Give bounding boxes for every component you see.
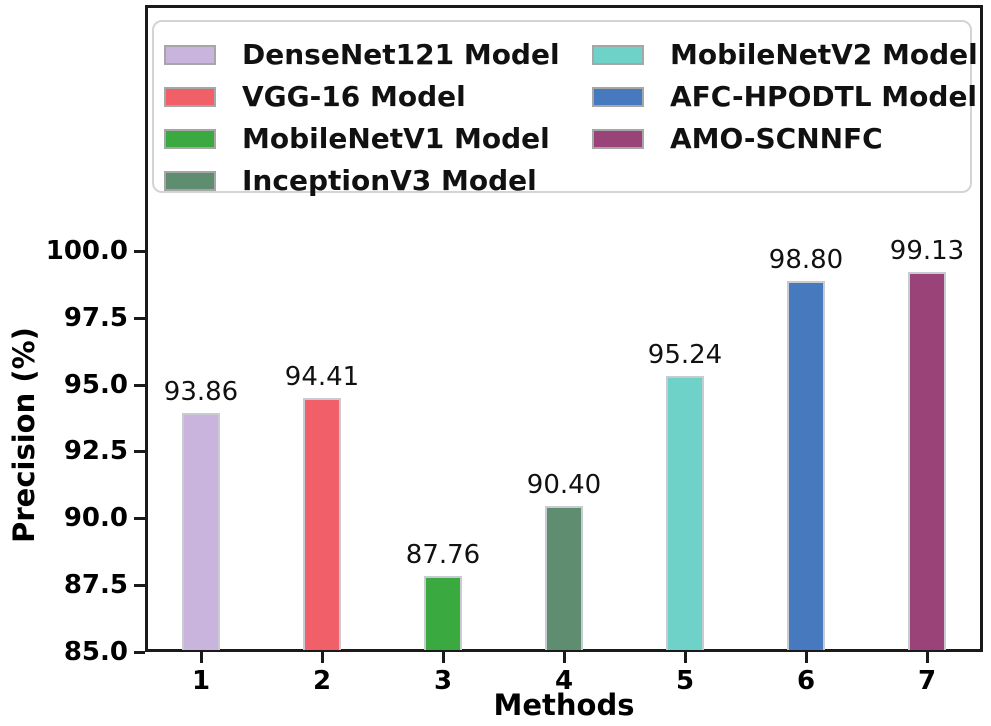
x-axis-title: Methods <box>493 688 635 722</box>
legend-entry: AFC-HPODTL Model <box>592 76 978 118</box>
legend-entry: InceptionV3 Model <box>164 160 560 202</box>
legend-entry: VGG-16 Model <box>164 76 560 118</box>
x-axis-tick-label: 6 <box>796 666 816 696</box>
y-axis-tick <box>134 384 145 387</box>
y-axis-tick <box>134 584 145 587</box>
y-axis-tick-label: 90.0 <box>63 503 128 533</box>
legend-label: MobileNetV2 Model <box>670 38 978 71</box>
bar <box>182 413 220 650</box>
bar <box>666 376 704 650</box>
legend-column: DenseNet121 Model VGG-16 Model MobileNetV1… <box>164 34 560 202</box>
bar <box>787 281 825 650</box>
x-axis-tick <box>805 652 808 663</box>
y-axis-tick <box>134 317 145 320</box>
legend-label: MobileNetV1 Model <box>242 122 550 155</box>
legend: DenseNet121 Model VGG-16 Model MobileNetV1… <box>152 20 978 197</box>
y-axis-tick-label: 87.5 <box>63 570 128 600</box>
y-axis-tick-label: 100.0 <box>45 236 128 266</box>
legend-swatch <box>164 87 216 107</box>
legend-swatch <box>592 45 644 65</box>
legend-label: VGG-16 Model <box>242 80 466 113</box>
x-axis-tick-label: 7 <box>917 666 937 696</box>
bar-value-label: 93.86 <box>163 377 239 407</box>
legend-swatch <box>592 129 644 149</box>
x-axis-tick <box>321 652 324 663</box>
legend-column: MobileNetV2 Model AFC-HPODTL Model AMO-SCN… <box>592 34 978 160</box>
legend-entry: DenseNet121 Model <box>164 34 560 76</box>
bar-value-label: 94.41 <box>284 362 360 392</box>
legend-swatch <box>164 129 216 149</box>
y-axis-tick <box>134 450 145 453</box>
bar-value-label: 90.40 <box>526 470 602 500</box>
bar-value-label: 98.80 <box>768 245 844 275</box>
legend-label: InceptionV3 Model <box>242 164 537 197</box>
x-axis-tick-label: 1 <box>191 666 211 696</box>
legend-entry: AMO-SCNNFC <box>592 118 978 160</box>
y-axis-tick-label: 92.5 <box>63 436 128 466</box>
bar <box>303 398 341 650</box>
y-axis-tick <box>134 651 145 654</box>
legend-entry: MobileNetV2 Model <box>592 34 978 76</box>
x-axis-tick <box>926 652 929 663</box>
bar <box>424 576 462 650</box>
x-axis-tick <box>684 652 687 663</box>
legend-entry: MobileNetV1 Model <box>164 118 560 160</box>
bar <box>545 506 583 650</box>
x-axis-tick-label: 3 <box>433 666 453 696</box>
x-axis-tick <box>442 652 445 663</box>
bar-value-label: 95.24 <box>647 340 723 370</box>
y-axis-tick-label: 85.0 <box>63 637 128 667</box>
x-axis-tick-label: 2 <box>312 666 332 696</box>
x-axis-tick <box>200 652 203 663</box>
y-axis-tick <box>134 517 145 520</box>
y-axis-tick-label: 95.0 <box>63 370 128 400</box>
y-axis-tick <box>134 250 145 253</box>
x-axis-tick <box>563 652 566 663</box>
legend-swatch <box>164 45 216 65</box>
legend-label: AFC-HPODTL Model <box>670 80 978 113</box>
legend-label: DenseNet121 Model <box>242 38 560 71</box>
bar <box>908 272 946 650</box>
bar-value-label: 87.76 <box>405 540 481 570</box>
x-axis-tick-label: 5 <box>675 666 695 696</box>
bar-value-label: 99.13 <box>889 236 965 266</box>
legend-swatch <box>164 171 216 191</box>
y-axis-tick-label: 97.5 <box>63 303 128 333</box>
x-axis-tick-label: 4 <box>554 666 574 696</box>
legend-swatch <box>592 87 644 107</box>
legend-label: AMO-SCNNFC <box>670 122 883 155</box>
